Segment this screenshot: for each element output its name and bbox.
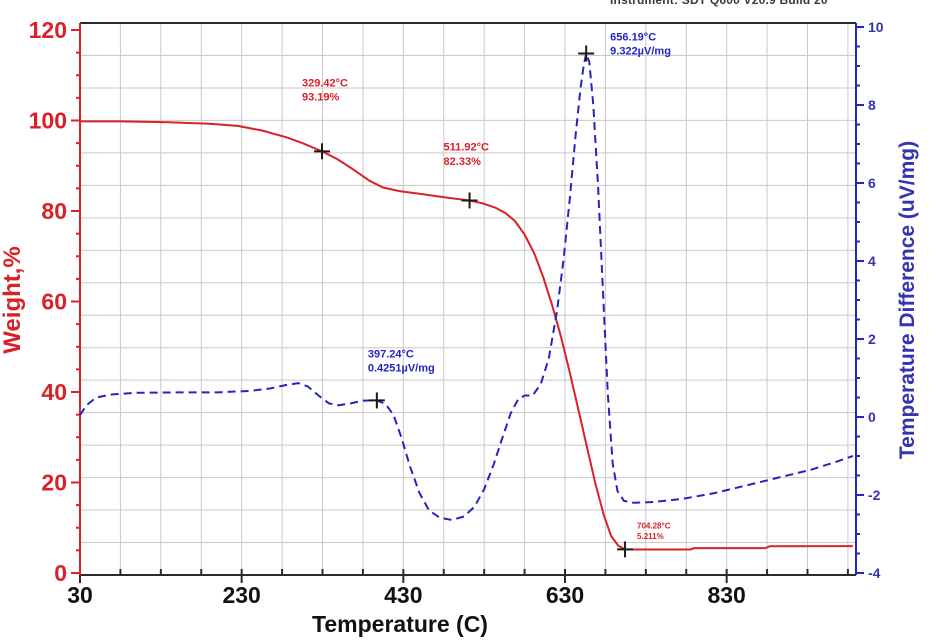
weight-curve xyxy=(80,120,853,551)
right-tick-label: 2 xyxy=(868,331,876,347)
annotation-label: 329.42°C 93.19% xyxy=(302,77,348,103)
right-tick-label: -2 xyxy=(868,487,881,503)
annotation: 397.24°C 0.4251µV/mg xyxy=(368,348,435,409)
left-tick-label: 20 xyxy=(41,470,67,496)
annotation-line: 397.24°C xyxy=(368,348,414,360)
left-tick-label: 120 xyxy=(29,17,67,43)
annotation-line: 9.322µV/mg xyxy=(610,46,671,58)
x-axis-title: Temperature (C) xyxy=(312,611,488,637)
left-tick-label: 40 xyxy=(41,379,67,405)
annotation: 704.28°C 5.211% xyxy=(617,521,671,558)
right-tick-label: 8 xyxy=(868,97,876,113)
annotation-line: 511.92°C xyxy=(444,141,489,153)
right-axis-title: Temperature Difference (uV/mg) xyxy=(896,141,919,459)
left-tick-label: 100 xyxy=(29,108,67,134)
annotation-line: 5.211% xyxy=(637,532,664,541)
annotation: 329.42°C 93.19% xyxy=(302,77,348,160)
x-tick-label: 230 xyxy=(222,582,260,608)
left-tick-label: 0 xyxy=(54,560,67,586)
annotation-line: 0.4251µV/mg xyxy=(368,363,435,375)
right-tick-label: 6 xyxy=(868,175,876,191)
annotation-line: 656.19°C xyxy=(610,31,656,43)
annotation: 511.92°C 82.33% xyxy=(444,141,489,209)
left-axis-title: Weight,% xyxy=(0,246,26,354)
annotation: 656.19°C 9.322µV/mg xyxy=(578,31,671,62)
x-axis-ticks: 30 230 430 630 830 xyxy=(67,569,849,608)
annotation-label: 397.24°C 0.4251µV/mg xyxy=(368,348,435,374)
annotation-line: 704.28°C xyxy=(637,521,671,530)
right-tick-label: -4 xyxy=(868,565,881,581)
annotation-line: 82.33% xyxy=(444,156,482,168)
x-tick-label: 830 xyxy=(707,582,745,608)
annotation-line: 329.42°C xyxy=(302,77,348,89)
annotation-label: 656.19°C 9.322µV/mg xyxy=(610,31,671,57)
x-tick-label: 30 xyxy=(67,582,93,608)
left-tick-label: 60 xyxy=(41,289,67,315)
x-tick-label: 430 xyxy=(384,582,422,608)
left-tick-label: 80 xyxy=(41,198,67,224)
annotation-label: 511.92°C 82.33% xyxy=(444,141,489,167)
right-tick-label: 0 xyxy=(868,409,876,425)
annotation-label: 704.28°C 5.211% xyxy=(637,521,671,540)
right-tick-label: 10 xyxy=(868,19,884,35)
gridlines xyxy=(80,23,856,575)
dta-curve xyxy=(79,52,854,521)
x-tick-label: 630 xyxy=(546,582,584,608)
right-tick-label: 4 xyxy=(868,253,876,269)
instrument-caption: Instrument: SDT Q600 V20.9 Build 20 xyxy=(610,0,828,7)
right-axis-ticks: 10 8 6 4 2 0 -2 -4 xyxy=(856,19,884,581)
left-axis-ticks: 0 20 40 60 80 100 120 xyxy=(29,17,80,586)
annotation-line: 93.19% xyxy=(302,92,340,104)
